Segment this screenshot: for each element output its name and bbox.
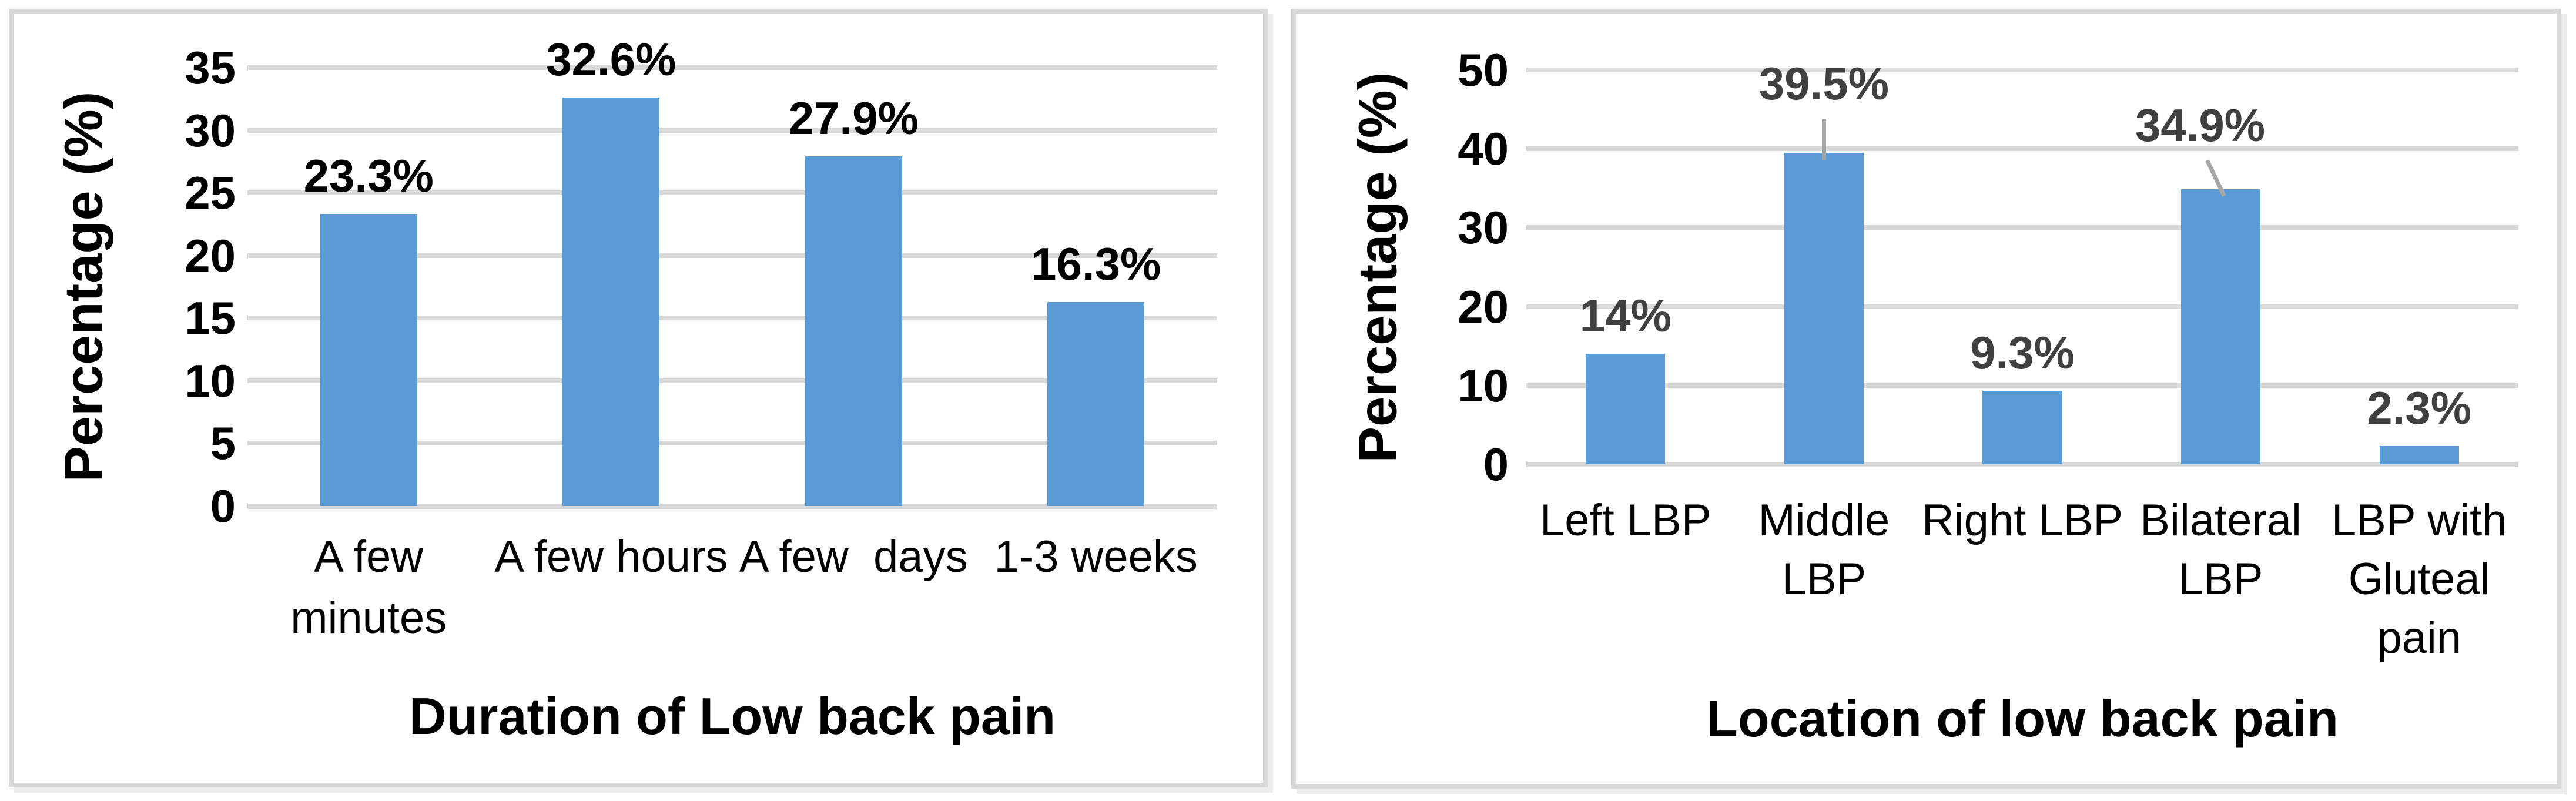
gridline xyxy=(1526,383,2518,388)
data-label: 9.3% xyxy=(1970,327,2075,379)
x-axis-line xyxy=(247,504,1217,509)
bar xyxy=(2379,446,2459,464)
y-tick-label: 5 xyxy=(210,417,236,470)
gridline xyxy=(247,65,1217,70)
gridline xyxy=(247,378,1217,383)
x-category-label: A few days xyxy=(739,532,968,582)
gridline xyxy=(1526,304,2518,309)
bar xyxy=(562,98,660,506)
bar xyxy=(1982,391,2062,464)
gridline xyxy=(247,253,1217,258)
x-axis-title-location: Location of low back pain xyxy=(1706,689,2339,748)
x-category-label: LBP xyxy=(1781,554,1867,604)
x-category-label: pain xyxy=(2377,613,2462,663)
x-category-label: A few hours xyxy=(494,532,728,582)
y-tick-label: 0 xyxy=(210,480,236,532)
x-category-label: LBP with xyxy=(2331,495,2507,545)
y-tick-label: 20 xyxy=(1458,280,1509,333)
gridline xyxy=(247,128,1217,133)
y-tick-label: 25 xyxy=(185,167,236,219)
data-label: 16.3% xyxy=(1031,237,1161,290)
data-label: 14% xyxy=(1579,290,1671,342)
gridline xyxy=(1526,146,2518,152)
x-category-label: Right LBP xyxy=(1921,495,2123,545)
y-tick-label: 30 xyxy=(185,104,236,156)
gridline xyxy=(247,316,1217,321)
y-tick-label: 10 xyxy=(1458,359,1509,411)
leader-line xyxy=(1821,118,1826,160)
x-category-label: A few xyxy=(314,532,424,582)
data-label: 27.9% xyxy=(788,92,919,145)
x-category-label: 1-3 weeks xyxy=(994,532,1198,582)
x-category-label: Bilateral xyxy=(2140,495,2302,545)
data-label: 2.3% xyxy=(2367,382,2472,434)
x-category-label: Middle xyxy=(1758,495,1890,545)
y-tick-label: 20 xyxy=(185,229,236,281)
gridline xyxy=(247,190,1217,196)
y-tick-label: 15 xyxy=(185,292,236,344)
bar xyxy=(1047,301,1145,506)
bar xyxy=(1586,354,1666,464)
x-axis-title-duration: Duration of Low back pain xyxy=(408,687,1056,745)
chart-panel-duration: Percentage (%) Duration of Low back pain… xyxy=(9,9,1268,787)
y-tick-label: 0 xyxy=(1483,438,1509,490)
gridline xyxy=(247,441,1217,446)
x-category-label: Left LBP xyxy=(1540,495,1711,545)
data-label: 34.9% xyxy=(2135,99,2266,151)
y-tick-label: 30 xyxy=(1458,202,1509,254)
chart-panel-location: Percentage (%) Location of low back pain… xyxy=(1291,9,2561,789)
x-category-label: minutes xyxy=(290,593,447,643)
y-tick-label: 10 xyxy=(185,354,236,407)
bar xyxy=(805,156,902,506)
x-category-label: LBP xyxy=(2178,554,2263,604)
bar xyxy=(1784,152,1864,464)
x-category-label: Gluteal xyxy=(2348,554,2490,604)
data-label: 39.5% xyxy=(1758,57,1889,109)
bar xyxy=(320,214,417,506)
y-tick-label: 50 xyxy=(1458,44,1509,96)
y-tick-label: 35 xyxy=(185,42,236,93)
gridline xyxy=(1526,68,2518,72)
x-axis-line xyxy=(1526,462,2518,467)
gridline xyxy=(1526,225,2518,230)
bar xyxy=(2181,189,2261,464)
data-label: 23.3% xyxy=(303,150,434,202)
data-label: 32.6% xyxy=(546,33,676,86)
y-tick-label: 40 xyxy=(1458,123,1509,175)
